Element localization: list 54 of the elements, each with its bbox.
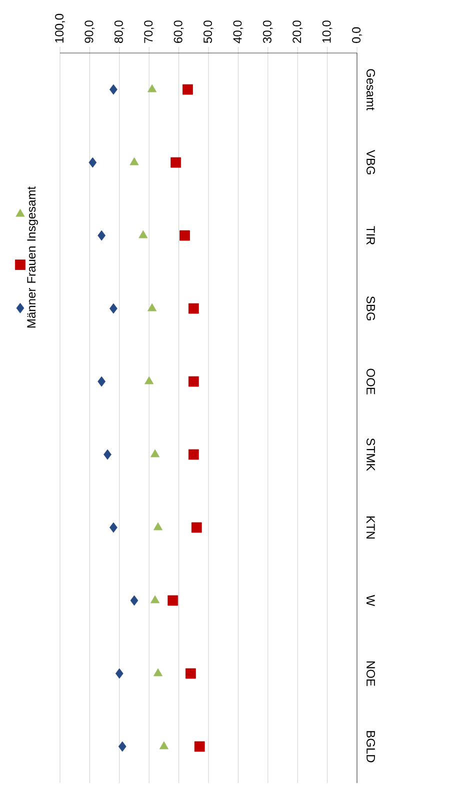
legend-label: Insgesamt (27, 186, 38, 241)
x-tick-label: 90,0 (84, 20, 95, 43)
point (98, 230, 106, 241)
y-tick-label: NOE (366, 661, 376, 686)
point (148, 84, 157, 92)
x-tick-label: 30,0 (262, 20, 273, 44)
point (153, 668, 163, 676)
point (138, 230, 148, 238)
x-tick-label: 60,0 (174, 20, 184, 43)
point (150, 449, 160, 458)
point (194, 741, 205, 752)
point (188, 303, 199, 314)
x-tick-label: 80,0 (114, 20, 124, 43)
point (144, 376, 154, 384)
point (88, 157, 97, 168)
x-tick-label: 10,0 (322, 20, 332, 43)
y-tick-label: KTN (366, 516, 375, 539)
point (185, 668, 196, 679)
legend-label: Männer (27, 288, 36, 328)
point (170, 157, 182, 168)
y-tick-label: W (366, 594, 375, 606)
x-tick-label: 0,0 (352, 27, 362, 43)
y-tick-label: VBG (366, 150, 376, 174)
point (188, 449, 199, 460)
point (130, 595, 138, 606)
point (98, 376, 106, 387)
y-tick-label: Gesamt (366, 69, 376, 110)
x-tick-label: 40,0 (233, 20, 244, 44)
y-tick-label: OOE (366, 368, 376, 394)
point (115, 668, 124, 679)
y-tick-label: SBG (366, 296, 376, 320)
point (110, 303, 118, 314)
point (188, 376, 199, 387)
point (118, 741, 126, 752)
point (180, 230, 190, 241)
point (110, 522, 118, 533)
x-tick-label: 20,0 (292, 20, 303, 43)
point (110, 84, 118, 95)
x-tick-label: 100,0 (55, 14, 65, 43)
x-tick-label: 50,0 (204, 20, 214, 43)
y-tick-label: TIR (366, 226, 375, 245)
point (148, 303, 157, 312)
point (130, 157, 139, 166)
y-tick-label: BGLD (366, 731, 376, 762)
point (168, 595, 178, 606)
point (191, 522, 202, 533)
legend-label: Frauen (27, 246, 36, 283)
point (150, 595, 160, 604)
point (153, 522, 163, 530)
point (182, 84, 193, 95)
x-tick-label: 70,0 (144, 20, 154, 43)
y-tick-label: STMK (366, 438, 376, 472)
point (159, 741, 168, 750)
point (104, 449, 112, 460)
